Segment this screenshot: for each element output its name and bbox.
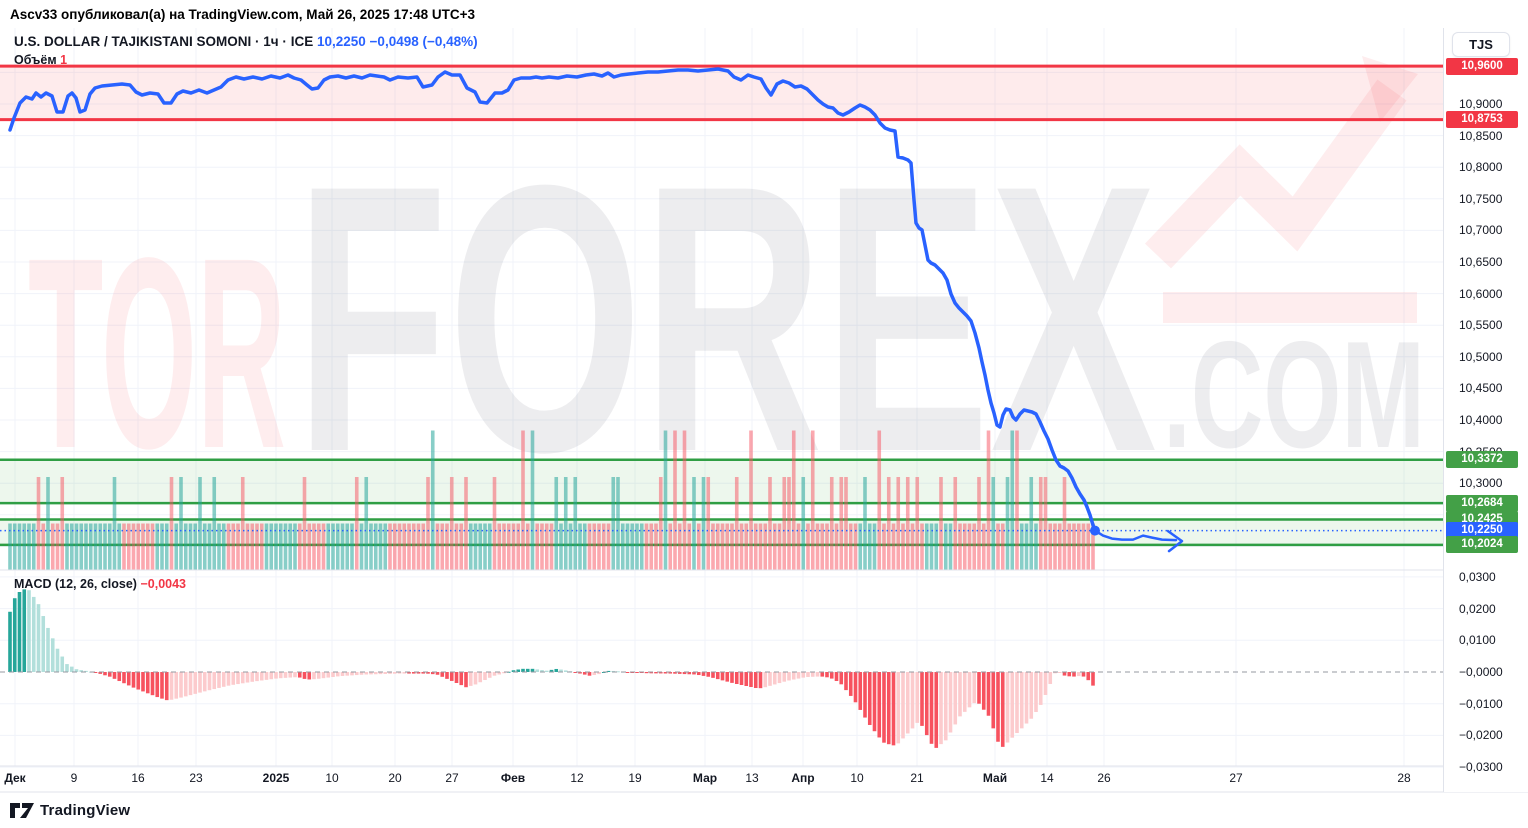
macd-label: MACD [14,577,52,591]
macd-legend: MACD (12, 26, close) −0,0043 [14,577,186,591]
watermark-underline [1163,292,1417,323]
last-price-value: 10,2250 [316,34,366,49]
price-zones [0,64,1443,547]
price-change-value: −0,0498 (−0,48%) [369,34,478,49]
volume-label: Объём [14,53,57,67]
macd-histogram [0,589,1443,748]
tradingview-branding[interactable]: TradingView [10,798,130,822]
watermark-tor: TOR [28,201,286,505]
separator-dot: · [282,34,287,49]
watermark-com: .COM [1163,310,1425,480]
watermark-arrow-icon [1144,79,1407,269]
timeframe-label[interactable]: 1ч [263,34,279,49]
price-series [0,67,1443,553]
publication-line: Ascv33 опубликовал(а) на TradingView.com… [10,7,475,22]
separator-dot: · [255,34,260,49]
symbol-title: U.S. DOLLAR / TAJIKISTANI SOMONI [14,34,252,49]
volume-histogram [8,430,1095,570]
macd-params: (12, 26, close) [54,577,137,591]
tradingview-logo-icon [10,802,34,818]
currency-toggle-button[interactable]: TJS [1452,32,1510,57]
pane-separators [0,569,1528,793]
watermark-arrowhead-icon [1362,56,1418,122]
macd-value: −0,0043 [140,577,187,591]
symbol-legend: U.S. DOLLAR / TAJIKISTANI SOMONI · 1ч · … [14,34,478,49]
volume-value: 1 [60,53,68,67]
exchange-label: ICE [290,34,314,49]
price-scale-panel[interactable] [1443,28,1528,792]
brand-name: TradingView [40,801,131,819]
volume-legend: Объём 1 [14,53,67,67]
